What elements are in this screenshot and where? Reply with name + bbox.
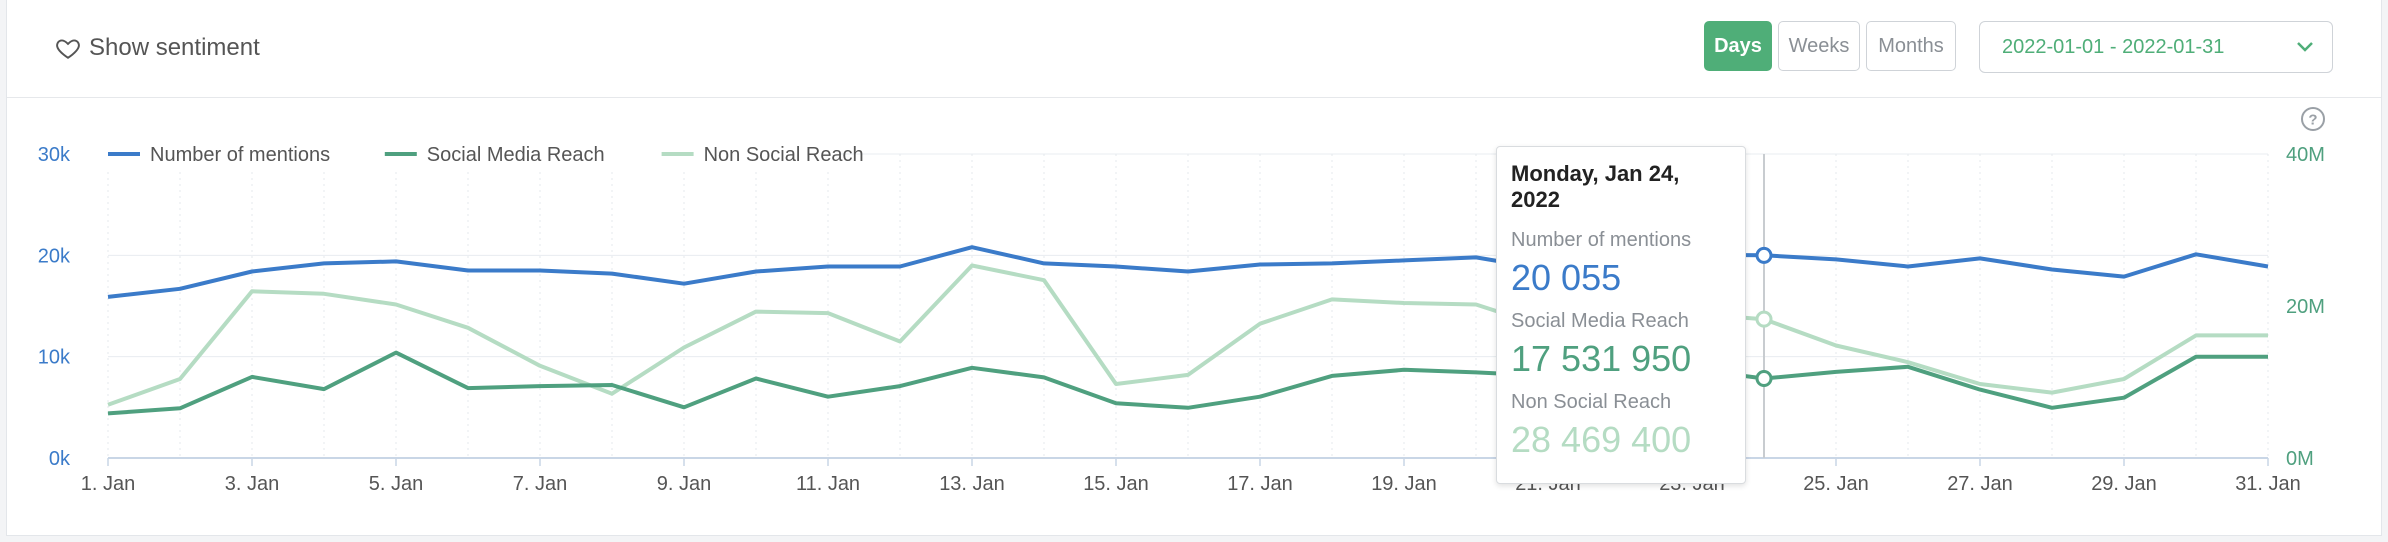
highlight-point-2 — [1755, 310, 1773, 328]
legend-label: Non Social Reach — [704, 144, 864, 166]
line-chart: 0k 10k 20k 30k 0M 20M 40M 1. Jan 3. Jan 5. Jan 7. … — [38, 138, 2325, 495]
x-tick-label: 13. Jan — [939, 473, 1005, 495]
x-tick-label: 1. Jan — [81, 473, 135, 495]
chart-tooltip: Monday, Jan 24, 2022 Number of mentions … — [1496, 146, 1746, 484]
x-tick-label: 19. Jan — [1371, 473, 1437, 495]
x-tick-label: 15. Jan — [1083, 473, 1149, 495]
toolbar: Show sentiment Days Weeks Months 2022-01… — [7, 0, 2381, 98]
x-tick-label: 17. Jan — [1227, 473, 1293, 495]
y-right-tick-label: 0M — [2286, 448, 2314, 470]
tooltip-social-value: 17 531 950 — [1511, 338, 1692, 379]
series-line-0 — [107, 245, 2269, 299]
days-button[interactable]: Days — [1704, 21, 1772, 71]
x-tick-label: 27. Jan — [1947, 473, 2013, 495]
tooltip-social-label: Social Media Reach — [1511, 310, 1689, 332]
highlight-point-1 — [1755, 369, 1773, 387]
months-button[interactable]: Months — [1866, 21, 1956, 71]
x-tick-label: 29. Jan — [2091, 473, 2157, 495]
help-icon[interactable]: ? — [2300, 106, 2326, 132]
x-tick-label: 25. Jan — [1803, 473, 1869, 495]
tooltip-nonsocial-label: Non Social Reach — [1511, 391, 1672, 413]
y-left-tick-label: 30k — [38, 144, 71, 166]
chart-panel: Show sentiment Days Weeks Months 2022-01… — [6, 0, 2382, 536]
show-sentiment-label: Show sentiment — [89, 34, 260, 61]
show-sentiment-toggle[interactable]: Show sentiment — [55, 30, 260, 66]
tooltip-mentions-label: Number of mentions — [1511, 229, 1692, 251]
y-left-tick-label: 10k — [38, 347, 71, 369]
series-line-1 — [107, 350, 2268, 416]
y-left-tick-label: 0k — [49, 448, 71, 470]
series-line-2 — [107, 263, 2268, 407]
legend-label: Social Media Reach — [427, 144, 605, 166]
tooltip-mentions-value: 20 055 — [1511, 257, 1622, 298]
date-range-select[interactable]: 2022-01-01 - 2022-01-31 — [1979, 21, 2333, 73]
y-left-tick-label: 20k — [38, 245, 71, 267]
tooltip-date: Monday, Jan 24, 2022 — [1511, 161, 1680, 212]
heart-icon — [56, 39, 80, 59]
date-range-value: 2022-01-01 - 2022-01-31 — [2002, 35, 2225, 58]
legend-label: Number of mentions — [150, 144, 330, 166]
tooltip-nonsocial-value: 28 469 400 — [1511, 419, 1692, 460]
highlight-point-0 — [1755, 246, 1773, 264]
x-tick-label: 9. Jan — [657, 473, 711, 495]
x-tick-label: 31. Jan — [2235, 473, 2301, 495]
y-right-tick-label: 20M — [2286, 296, 2325, 318]
y-right-tick-label: 40M — [2286, 144, 2325, 166]
legend-background — [100, 138, 840, 168]
chevron-down-icon — [2297, 42, 2313, 52]
x-tick-label: 11. Jan — [796, 473, 860, 495]
weeks-button[interactable]: Weeks — [1778, 21, 1860, 71]
x-tick-label: 7. Jan — [513, 473, 567, 495]
svg-text:?: ? — [2308, 112, 2317, 129]
x-tick-label: 3. Jan — [225, 473, 279, 495]
x-tick-label: 5. Jan — [369, 473, 423, 495]
